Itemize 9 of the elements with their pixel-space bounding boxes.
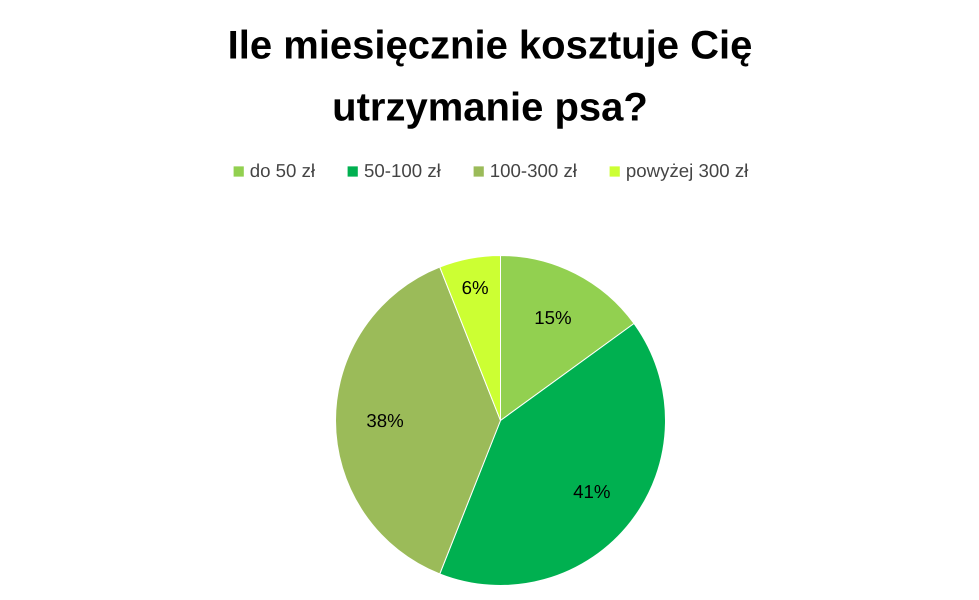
data-label: 15% bbox=[534, 307, 572, 328]
legend-label: do 50 zł bbox=[250, 160, 316, 182]
legend-label: 50-100 zł bbox=[364, 160, 441, 182]
legend-label: 100-300 zł bbox=[490, 160, 577, 182]
data-label: 6% bbox=[462, 277, 489, 298]
data-label: 38% bbox=[366, 410, 404, 431]
legend-label: powyżej 300 zł bbox=[626, 160, 748, 182]
data-label: 41% bbox=[573, 480, 610, 502]
chart-title: Ile miesięcznie kosztuje Cię utrzymanie psa? bbox=[228, 24, 752, 130]
